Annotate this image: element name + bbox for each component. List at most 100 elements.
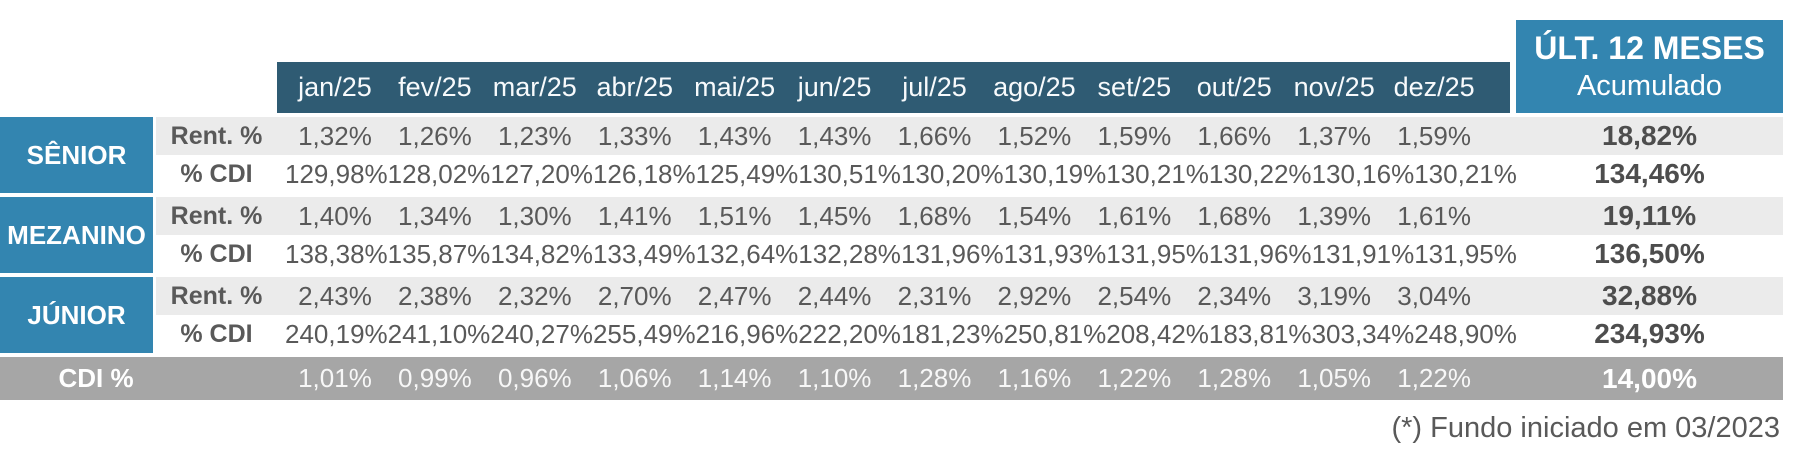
value-cell: 128,02% (387, 158, 491, 189)
value-cell: 1,59% (1097, 120, 1172, 151)
accumulated-value: 32,88% (1602, 280, 1697, 311)
value-cell: 303,34% (1311, 318, 1415, 349)
value-cell: 3,19% (1297, 280, 1372, 311)
value-cell: 1,61% (1397, 200, 1471, 231)
value-cell: 2,32% (497, 280, 572, 311)
month-header-dez: dez/25 (1393, 72, 1475, 102)
group-rows-mezanino: Rent. % 1,40% 1,34% 1,30% 1,41% 1,51% 1,… (156, 197, 1783, 273)
month-values: 1,32% 1,26% 1,23% 1,33% 1,43% 1,43% 1,66… (277, 121, 1510, 152)
month-header-nov: nov/25 (1293, 72, 1375, 102)
value-cell: 1,52% (997, 120, 1072, 151)
tranche-label-junior: JÚNIOR (0, 277, 153, 353)
accumulated-header: ÚLT. 12 MESES Acumulado (1516, 20, 1783, 113)
accumulated-value: 136,50% (1594, 238, 1705, 269)
value-cell: 240,27% (490, 318, 593, 349)
table-row-mezanino-rent: Rent. % 1,40% 1,34% 1,30% 1,41% 1,51% 1,… (156, 197, 1783, 235)
month-header-jan: jan/25 (298, 72, 372, 102)
value-cell: 1,43% (697, 120, 772, 151)
table-row-senior-cdi: % CDI 129,98% 128,02% 127,20% 126,18% 12… (156, 155, 1783, 193)
month-values: 240,19% 241,10% 240,27% 255,49% 216,96% … (277, 318, 1517, 350)
value-cell: 183,81% (1208, 318, 1312, 349)
value-cell: 1,66% (1197, 120, 1272, 151)
value-cell: 1,32% (298, 120, 372, 151)
value-cell: 2,70% (597, 280, 672, 311)
value-cell: 1,39% (1297, 200, 1372, 231)
value-cell: 130,22% (1208, 158, 1312, 189)
value-cell: 1,40% (298, 200, 372, 231)
value-cell: 216,96% (695, 318, 799, 349)
value-cell: 2,47% (697, 280, 772, 311)
value-cell: 1,05% (1297, 363, 1372, 393)
value-cell: 3,04% (1397, 280, 1471, 311)
value-cell: 1,45% (797, 200, 872, 231)
value-cell: 1,59% (1397, 120, 1471, 151)
month-header-out: out/25 (1196, 72, 1272, 102)
value-cell: 2,44% (797, 280, 872, 311)
value-cell: 135,87% (387, 238, 491, 269)
value-cell: 125,49% (695, 158, 799, 189)
value-cell: 1,51% (697, 200, 772, 231)
month-header-fev: fev/25 (398, 72, 472, 102)
value-cell: 131,96% (900, 238, 1004, 269)
value-cell: 1,28% (1197, 363, 1272, 393)
table-body: SÊNIOR Rent. % 1,32% 1,26% 1,23% 1,33% 1… (0, 117, 1783, 357)
value-cell: 1,10% (797, 363, 872, 393)
table-row-mezanino-cdi: % CDI 138,38% 135,87% 134,82% 133,49% 13… (156, 235, 1783, 273)
accumulated-value: 134,46% (1594, 158, 1705, 189)
value-cell: 127,20% (490, 158, 593, 189)
month-header-mai: mai/25 (694, 72, 776, 102)
month-header-mar: mar/25 (492, 72, 577, 102)
value-cell: 130,21% (1414, 158, 1517, 189)
month-values: 2,43% 2,38% 2,32% 2,70% 2,47% 2,44% 2,31… (277, 281, 1510, 312)
value-cell: 1,22% (1097, 363, 1172, 393)
value-cell: 133,49% (592, 238, 696, 269)
value-cell: 131,91% (1311, 238, 1415, 269)
value-cell: 1,68% (897, 200, 972, 231)
fund-inception-footnote: (*) Fundo iniciado em 03/2023 (1391, 412, 1780, 444)
value-cell: 1,61% (1097, 200, 1172, 231)
value-cell: 1,34% (398, 200, 472, 231)
value-cell: 130,21% (1106, 158, 1209, 189)
value-cell: 129,98% (285, 158, 388, 189)
value-cell: 2,54% (1097, 280, 1172, 311)
table-header: jan/25 fev/25 mar/25 abr/25 mai/25 jun/2… (277, 20, 1783, 113)
value-cell: 134,82% (490, 238, 593, 269)
accumulated-value: 18,82% (1602, 120, 1697, 151)
value-cell: 132,28% (798, 238, 901, 269)
group-junior: JÚNIOR Rent. % 2,43% 2,38% 2,32% 2,70% 2… (0, 277, 1783, 353)
tranche-label-senior: SÊNIOR (0, 117, 153, 193)
value-cell: 1,16% (997, 363, 1072, 393)
month-header-abr: abr/25 (596, 72, 673, 102)
value-cell: 130,51% (798, 158, 901, 189)
metric-label: Rent. % (170, 281, 263, 310)
value-cell: 1,54% (997, 200, 1072, 231)
table-row-junior-rent: Rent. % 2,43% 2,38% 2,32% 2,70% 2,47% 2,… (156, 277, 1783, 315)
value-cell: 2,38% (398, 280, 472, 311)
value-cell: 0,99% (398, 363, 472, 393)
month-header-jun: jun/25 (797, 72, 872, 102)
accumulated-header-title: ÚLT. 12 MESES (1534, 30, 1765, 67)
value-cell: 248,90% (1414, 318, 1517, 349)
value-cell: 241,10% (387, 318, 491, 349)
group-rows-senior: Rent. % 1,32% 1,26% 1,23% 1,33% 1,43% 1,… (156, 117, 1783, 193)
value-cell: 138,38% (285, 238, 388, 269)
value-cell: 1,28% (897, 363, 972, 393)
value-cell: 222,20% (798, 318, 901, 349)
value-cell: 250,81% (1003, 318, 1107, 349)
value-cell: 1,33% (597, 120, 672, 151)
value-cell: 1,06% (597, 363, 672, 393)
cdi-benchmark-row: CDI % 1,01% 0,99% 0,96% 1,06% 1,14% 1,10… (0, 357, 1783, 400)
accumulated-header-subtitle: Acumulado (1576, 70, 1723, 103)
month-header-ago: ago/25 (993, 72, 1076, 102)
value-cell: 130,16% (1311, 158, 1415, 189)
metric-label: Rent. % (170, 201, 263, 230)
metric-label: % CDI (180, 239, 253, 268)
value-cell: 255,49% (592, 318, 696, 349)
tranche-label-mezanino: MEZANINO (0, 197, 153, 273)
value-cell: 131,96% (1208, 238, 1312, 269)
value-cell: 240,19% (285, 318, 388, 349)
month-header-jul: jul/25 (902, 72, 967, 102)
value-cell: 130,20% (900, 158, 1004, 189)
value-cell: 181,23% (900, 318, 1004, 349)
